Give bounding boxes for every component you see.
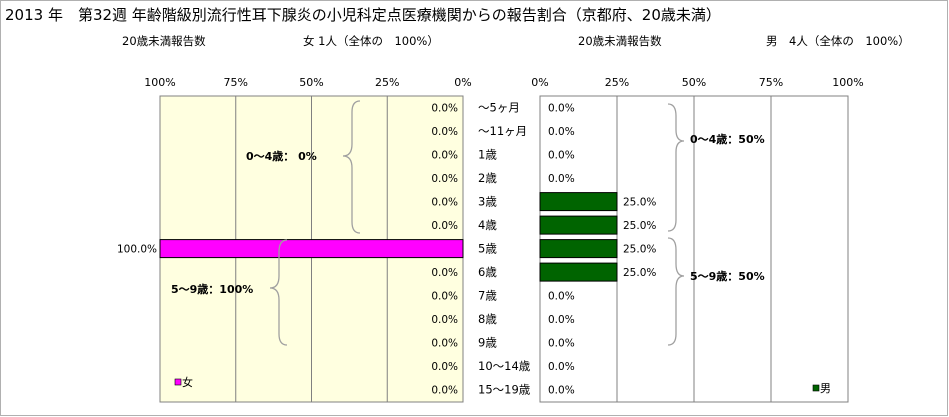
male-value-label: 0.0% [548, 103, 575, 115]
male-bar [539, 239, 618, 259]
left-bracket-5-9 [269, 239, 288, 346]
right-count-summary: 男 4人（全体の 100%） [766, 34, 910, 48]
category-label: 5歳 [478, 242, 497, 256]
category-label: 4歳 [478, 218, 497, 232]
category-label: 6歳 [478, 265, 497, 279]
category-label: 1歳 [478, 148, 497, 162]
age-category-axis: ～5ヶ月 ～11ヶ月 1歳 2歳 3歳 4歳 5歳 6歳 7歳 8歳 9歳 10～14歳 15～19歳 [478, 101, 531, 397]
female-value-label: 0.0% [431, 291, 458, 303]
male-value-label: 0.0% [548, 291, 575, 303]
left-annotation-5-9: 5～9歳：100% [171, 282, 253, 296]
category-label: ～5ヶ月 [478, 101, 520, 115]
male-bar [539, 262, 618, 282]
female-legend-swatch [174, 378, 182, 386]
male-legend-label: 男 [820, 382, 831, 395]
left-x-axis: 100% 75% 50% 25% 0% [144, 76, 471, 89]
right-annotation-5-9: 5～9歳：50% [690, 269, 765, 283]
male-value-label: 0.0% [548, 338, 575, 350]
male-value-label: 25.0% [623, 267, 656, 279]
female-value-label: 0.0% [431, 385, 458, 397]
female-value-label: 0.0% [431, 173, 458, 185]
left-bracket-0-4 [342, 100, 361, 234]
female-value-label: 0.0% [431, 220, 458, 232]
left-tick-1: 75% [224, 76, 248, 89]
left-tick-3: 25% [375, 76, 399, 89]
category-label: ～11ヶ月 [478, 124, 527, 138]
right-tick-0: 0% [531, 76, 548, 89]
male-value-label: 25.0% [623, 244, 656, 256]
male-value-label: 0.0% [548, 150, 575, 162]
left-tick-4: 0% [454, 76, 471, 89]
female-data-labels: 0.0% 0.0% 0.0% 0.0% 0.0% 0.0% 100.0% 0.0% 0.0% 0.… [117, 103, 458, 397]
male-value-label: 0.0% [548, 385, 575, 397]
brackets [269, 100, 685, 346]
male-value-label: 25.0% [623, 220, 656, 232]
category-label: 10～14歳 [478, 359, 531, 373]
left-tick-2: 50% [299, 76, 323, 89]
category-label: 9歳 [478, 336, 497, 350]
male-bar [539, 215, 618, 235]
category-label: 3歳 [478, 195, 497, 209]
right-bracket-5-9 [667, 237, 685, 346]
male-value-label: 0.0% [548, 126, 575, 138]
male-data-labels: 0.0% 0.0% 0.0% 0.0% 25.0% 25.0% 25.0% 25.0% 0.0%… [548, 103, 656, 397]
male-value-label: 0.0% [548, 361, 575, 373]
female-value-label: 0.0% [431, 150, 458, 162]
male-value-label: 0.0% [548, 173, 575, 185]
right-tick-1: 25% [605, 76, 629, 89]
left-annotation-0-4: 0～4歳： 0% [246, 149, 317, 163]
female-value-label: 0.0% [431, 103, 458, 115]
male-value-label: 25.0% [623, 197, 656, 209]
female-value-label: 0.0% [431, 126, 458, 138]
female-series [159, 239, 464, 259]
male-value-label: 0.0% [548, 314, 575, 326]
right-count-label: 20歳未満報告数 [578, 34, 662, 48]
male-legend-swatch [812, 384, 820, 392]
female-value-label: 0.0% [431, 338, 458, 350]
category-label: 15～19歳 [478, 383, 531, 397]
male-series [539, 192, 618, 282]
category-label: 8歳 [478, 312, 497, 326]
right-tick-4: 100% [832, 76, 863, 89]
left-tick-0: 100% [144, 76, 175, 89]
right-x-axis: 0% 25% 50% 75% 100% [531, 76, 863, 89]
female-value-label: 0.0% [431, 314, 458, 326]
right-bracket-0-4 [667, 103, 685, 232]
female-value-label: 0.0% [431, 361, 458, 373]
chart-title: 2013 年 第32週 年齢階級別流行性耳下腺炎の小児科定点医療機関からの報告割… [5, 6, 721, 24]
female-value-label: 100.0% [117, 244, 157, 256]
category-label: 7歳 [478, 289, 497, 303]
female-value-label: 0.0% [431, 267, 458, 279]
left-count-summary: 女 1人（全体の 100%） [303, 34, 439, 48]
left-count-label: 20歳未満報告数 [122, 34, 206, 48]
female-bar [159, 239, 464, 259]
right-tick-2: 50% [682, 76, 706, 89]
category-label: 2歳 [478, 171, 497, 185]
female-value-label: 0.0% [431, 197, 458, 209]
male-bar [539, 192, 618, 212]
right-tick-3: 75% [759, 76, 783, 89]
right-annotation-0-4: 0～4歳：50% [690, 132, 765, 146]
female-legend-label: 女 [182, 375, 193, 389]
